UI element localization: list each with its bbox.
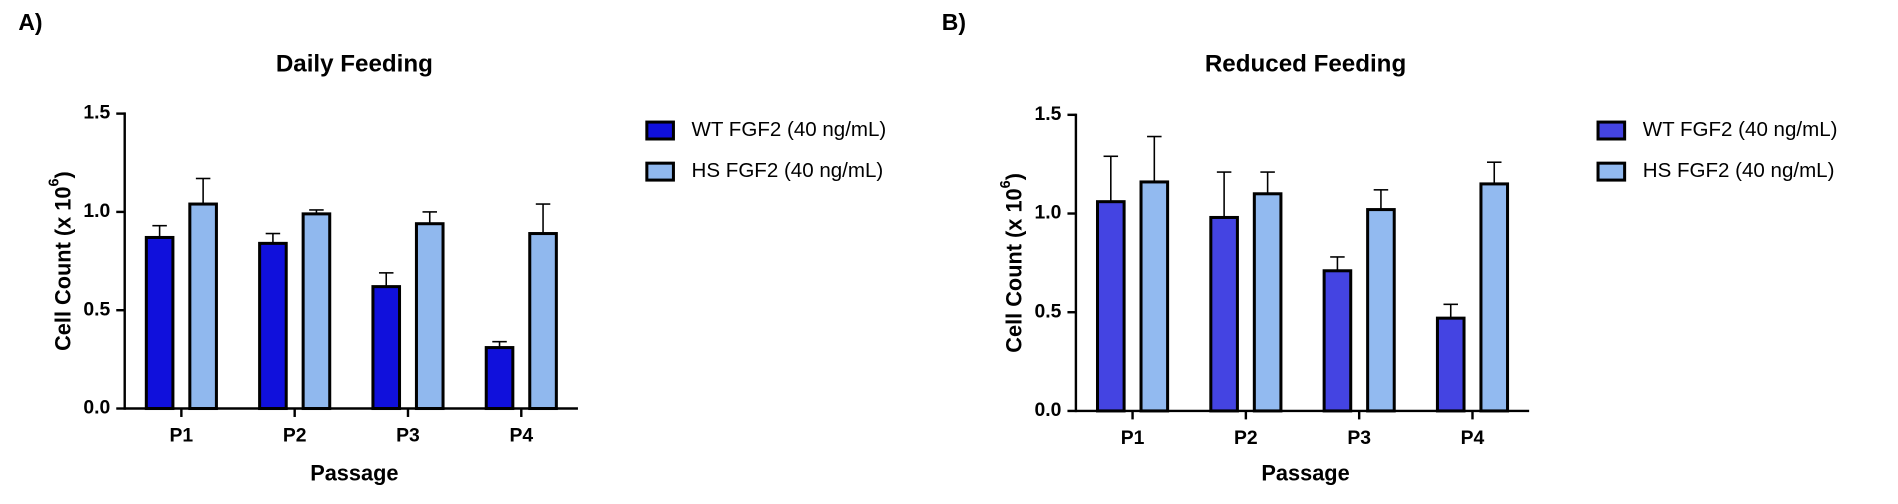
bar <box>484 346 515 411</box>
y-tick-label: 0.0 <box>1035 400 1062 421</box>
panel-label: B) <box>942 9 966 35</box>
legend-swatch <box>645 120 675 141</box>
bar <box>1479 182 1510 413</box>
y-axis-label-text: Cell Count (x 10 <box>50 187 75 351</box>
bar <box>1209 215 1239 413</box>
bar <box>371 285 402 411</box>
bar <box>258 241 288 411</box>
x-tick-label: P1 <box>170 425 194 446</box>
x-tick-label: P2 <box>283 425 307 446</box>
x-tick-label: P4 <box>1461 428 1485 449</box>
y-axis-label-end: ) <box>1001 173 1026 180</box>
chart-title: Reduced Feeding <box>1205 51 1406 78</box>
x-tick-label: P2 <box>1234 428 1258 449</box>
y-tick-label: 1.0 <box>83 201 110 222</box>
legend-label: HS FGF2 (40 ng/mL) <box>1643 159 1835 182</box>
legend-swatch <box>645 161 675 182</box>
y-axis-label-sup: 6 <box>46 178 62 186</box>
y-axis-label-sup: 6 <box>998 180 1014 188</box>
bar <box>1096 200 1126 413</box>
bar <box>1322 269 1353 413</box>
bar <box>144 235 175 411</box>
y-axis-label-end: ) <box>50 171 75 178</box>
x-tick-label: P4 <box>509 425 533 446</box>
x-tick-label: P1 <box>1121 428 1145 449</box>
y-axis-label: Cell Count (x 106) <box>46 171 75 351</box>
y-tick-label: 1.5 <box>1035 104 1062 125</box>
legend-swatch <box>1596 120 1627 141</box>
x-tick-label: P3 <box>1347 428 1371 449</box>
y-tick-label: 1.5 <box>83 103 110 124</box>
y-axis-label: Cell Count (x 106) <box>998 173 1027 353</box>
x-axis-label: Passage <box>310 461 398 486</box>
legend-label: HS FGF2 (40 ng/mL) <box>692 159 884 182</box>
bar <box>528 232 558 411</box>
bar <box>301 212 332 411</box>
x-tick-label: P3 <box>396 425 420 446</box>
bar <box>1366 208 1396 413</box>
y-axis-label-text: Cell Count (x 10 <box>1001 188 1026 352</box>
legend-swatch <box>1596 161 1627 182</box>
bar <box>414 222 445 411</box>
bar <box>1139 180 1170 413</box>
legend-label: WT FGF2 (40 ng/mL) <box>1643 118 1838 141</box>
y-tick-label: 1.0 <box>1035 203 1062 224</box>
y-tick-label: 0.5 <box>1035 301 1062 322</box>
bar <box>1252 192 1283 413</box>
y-tick-label: 0.5 <box>83 299 110 320</box>
chart-title: Daily Feeding <box>276 51 433 78</box>
bar <box>188 202 218 411</box>
x-axis-label: Passage <box>1261 461 1349 486</box>
panel-label: A) <box>18 9 42 35</box>
bar <box>1435 316 1466 413</box>
y-tick-label: 0.0 <box>83 398 110 419</box>
legend-label: WT FGF2 (40 ng/mL) <box>692 118 887 141</box>
